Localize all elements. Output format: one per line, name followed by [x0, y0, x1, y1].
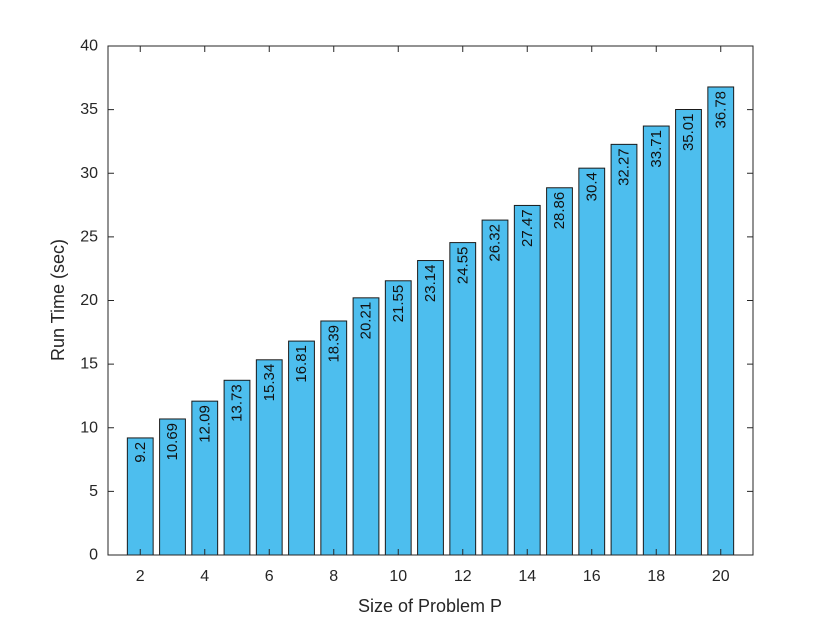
bar-15 — [546, 187, 573, 556]
x-tick-label-12: 12 — [454, 568, 472, 585]
y-tick-label-40: 40 — [80, 38, 98, 55]
x-tick-label-4: 4 — [200, 568, 209, 585]
bar-3 — [159, 418, 186, 556]
data-label-15: 28.86 — [551, 192, 568, 230]
data-label-19: 35.01 — [680, 114, 697, 152]
x-ticks-group: 2 4 6 8 10 12 14 16 18 20 — [136, 46, 730, 585]
bar-5 — [223, 379, 251, 556]
data-label-16: 30.4 — [583, 172, 600, 201]
data-label-14: 27.47 — [519, 209, 536, 247]
bar-2 — [126, 437, 154, 556]
x-tick-label-16: 16 — [583, 568, 601, 585]
y-tick-label-10: 10 — [80, 419, 98, 436]
y-tick-label-5: 5 — [89, 483, 98, 500]
y-tick-label-15: 15 — [80, 356, 98, 373]
data-label-18: 33.71 — [648, 130, 665, 168]
x-tick-label-20: 20 — [712, 568, 730, 585]
data-label-10: 21.55 — [390, 285, 407, 323]
bar-14 — [513, 204, 541, 556]
bars-group — [126, 86, 735, 556]
x-tick-label-14: 14 — [518, 568, 536, 585]
data-label-11: 23.14 — [422, 265, 439, 303]
data-label-3: 10.69 — [164, 423, 181, 461]
y-axis-label: Run Time (sec) — [48, 239, 68, 361]
bar-17 — [610, 143, 638, 556]
data-label-6: 15.34 — [261, 364, 278, 402]
x-tick-label-2: 2 — [136, 568, 145, 585]
y-tick-label-25: 25 — [80, 228, 98, 245]
data-label-12: 24.55 — [454, 247, 471, 285]
x-tick-label-8: 8 — [329, 568, 338, 585]
x-axis-label: Size of Problem P — [358, 596, 502, 616]
bar-20 — [707, 86, 735, 556]
y-ticks-group: 0 5 10 15 20 25 30 35 40 — [80, 38, 753, 564]
x-tick-label-18: 18 — [647, 568, 665, 585]
bar-9 — [352, 297, 380, 556]
data-label-4: 12.09 — [196, 405, 213, 443]
y-tick-label-0: 0 — [89, 547, 98, 564]
data-labels-group: 9.2 10.69 12.09 13.73 15.34 16.81 18.39 20.21 21… — [132, 91, 730, 463]
x-tick-label-6: 6 — [265, 568, 274, 585]
data-label-5: 13.73 — [229, 384, 246, 422]
data-label-7: 16.81 — [293, 345, 310, 383]
bar-19 — [675, 109, 702, 556]
bar-16 — [578, 167, 606, 556]
bar-13 — [481, 219, 509, 556]
data-label-9: 20.21 — [358, 302, 375, 340]
x-tick-label-10: 10 — [389, 568, 407, 585]
data-label-17: 32.27 — [616, 148, 633, 186]
bar-7 — [288, 340, 315, 556]
data-label-20: 36.78 — [712, 91, 729, 129]
bar-12 — [449, 242, 477, 556]
data-label-8: 18.39 — [325, 325, 342, 363]
data-label-2: 9.2 — [132, 442, 149, 463]
y-tick-label-35: 35 — [80, 101, 98, 118]
y-tick-label-30: 30 — [80, 165, 98, 182]
bar-11 — [417, 260, 444, 556]
y-tick-label-20: 20 — [80, 292, 98, 309]
data-label-13: 26.32 — [487, 224, 504, 262]
bar-18 — [642, 125, 670, 556]
